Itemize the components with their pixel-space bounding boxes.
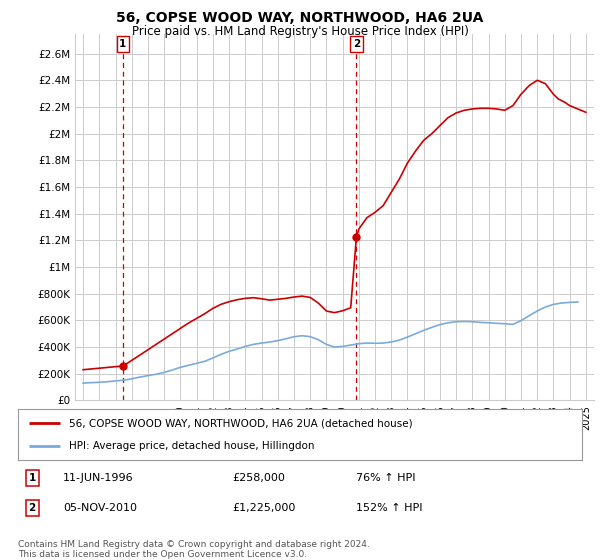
Text: 76% ↑ HPI: 76% ↑ HPI	[356, 473, 416, 483]
Text: 05-NOV-2010: 05-NOV-2010	[63, 503, 137, 513]
Text: 11-JUN-1996: 11-JUN-1996	[63, 473, 134, 483]
Text: 2: 2	[28, 503, 36, 513]
Text: 1: 1	[28, 473, 36, 483]
Text: £1,225,000: £1,225,000	[232, 503, 296, 513]
Text: 56, COPSE WOOD WAY, NORTHWOOD, HA6 2UA: 56, COPSE WOOD WAY, NORTHWOOD, HA6 2UA	[116, 11, 484, 25]
Text: Contains HM Land Registry data © Crown copyright and database right 2024.
This d: Contains HM Land Registry data © Crown c…	[18, 540, 370, 559]
Text: Price paid vs. HM Land Registry's House Price Index (HPI): Price paid vs. HM Land Registry's House …	[131, 25, 469, 38]
Text: HPI: Average price, detached house, Hillingdon: HPI: Average price, detached house, Hill…	[69, 441, 314, 451]
Text: 1: 1	[119, 39, 127, 49]
Text: 152% ↑ HPI: 152% ↑ HPI	[356, 503, 423, 513]
Text: £258,000: £258,000	[232, 473, 285, 483]
Text: 2: 2	[353, 39, 360, 49]
Text: 56, COPSE WOOD WAY, NORTHWOOD, HA6 2UA (detached house): 56, COPSE WOOD WAY, NORTHWOOD, HA6 2UA (…	[69, 418, 412, 428]
